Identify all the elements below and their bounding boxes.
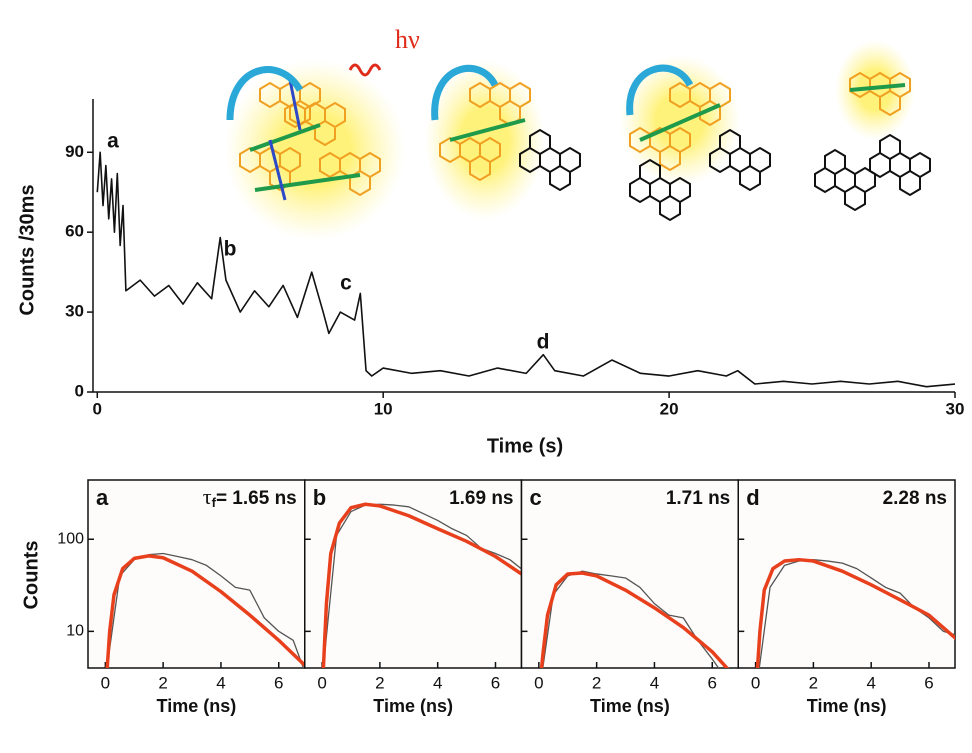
x-tick-label: 4 (650, 673, 659, 692)
lifetime-value: 1.69 ns (449, 488, 513, 509)
lifetime-label: 1.71 ns (666, 488, 730, 509)
tau-subscript: f (212, 495, 217, 510)
data-line (321, 502, 522, 668)
x-tick-label: 2 (809, 673, 818, 692)
lifetime-value: 1.71 ns (666, 488, 730, 509)
panel-label: b (313, 485, 326, 510)
y-tick-label: 30 (65, 302, 84, 321)
x-axis-label: Time (ns) (373, 696, 453, 716)
lifetime-value: = 1.65 ns (216, 488, 297, 509)
step-label: b (224, 238, 237, 261)
lifetime-label: 1.69 ns (449, 488, 513, 509)
x-tick-label: 30 (946, 399, 965, 418)
x-tick-label: 2 (158, 673, 167, 692)
data-line (539, 571, 730, 668)
x-tick-label: 10 (374, 399, 393, 418)
x-tick-label: 4 (866, 673, 875, 692)
hv-label: hν (395, 25, 420, 54)
x-axis-label: Time (s) (487, 435, 563, 457)
x-axis-label: Time (ns) (807, 696, 887, 716)
data-line (96, 151, 955, 388)
panel-label: c (530, 485, 542, 510)
x-tick-label: 6 (274, 673, 283, 692)
x-tick-label: 0 (93, 399, 102, 418)
panel-frame (304, 479, 523, 669)
y-axis-label: Counts (20, 541, 42, 610)
data-line (322, 503, 522, 668)
x-tick-label: 0 (101, 673, 110, 692)
y-tick-label: 60 (65, 222, 84, 241)
x-tick-label: 0 (751, 673, 760, 692)
data-line (105, 554, 305, 668)
panel-label: a (96, 485, 109, 510)
lifetime-label: τf= 1.65 ns (203, 484, 297, 510)
x-tick-label: 4 (433, 673, 442, 692)
lifetime-value: 2.28 ns (883, 488, 947, 509)
step-label: a (107, 130, 119, 153)
x-tick-label: 0 (534, 673, 543, 692)
y-tick-label: 10 (66, 623, 84, 640)
tau-symbol: τ (203, 484, 212, 509)
step-label: c (340, 272, 352, 295)
x-tick-label: 2 (592, 673, 601, 692)
x-tick-label: 6 (491, 673, 500, 692)
x-tick-label: 6 (924, 673, 933, 692)
panel-label: d (746, 485, 759, 510)
data-line (755, 557, 955, 668)
x-tick-label: 2 (375, 673, 384, 692)
x-axis-label: Time (ns) (590, 696, 670, 716)
step-label: d (537, 331, 550, 354)
x-tick-label: 4 (216, 673, 225, 692)
y-axis-label: Counts /30ms (16, 184, 38, 315)
x-tick-label: 20 (660, 399, 679, 418)
lifetime-label: 2.28 ns (883, 488, 947, 509)
x-tick-label: 0 (317, 673, 326, 692)
y-tick-label: 0 (75, 381, 84, 400)
x-axis-label: Time (ns) (157, 696, 237, 716)
x-tick-label: 6 (708, 673, 717, 692)
molecule-illustrations: hν (225, 25, 931, 240)
y-tick-label: 100 (57, 530, 84, 547)
y-tick-label: 90 (65, 142, 84, 161)
